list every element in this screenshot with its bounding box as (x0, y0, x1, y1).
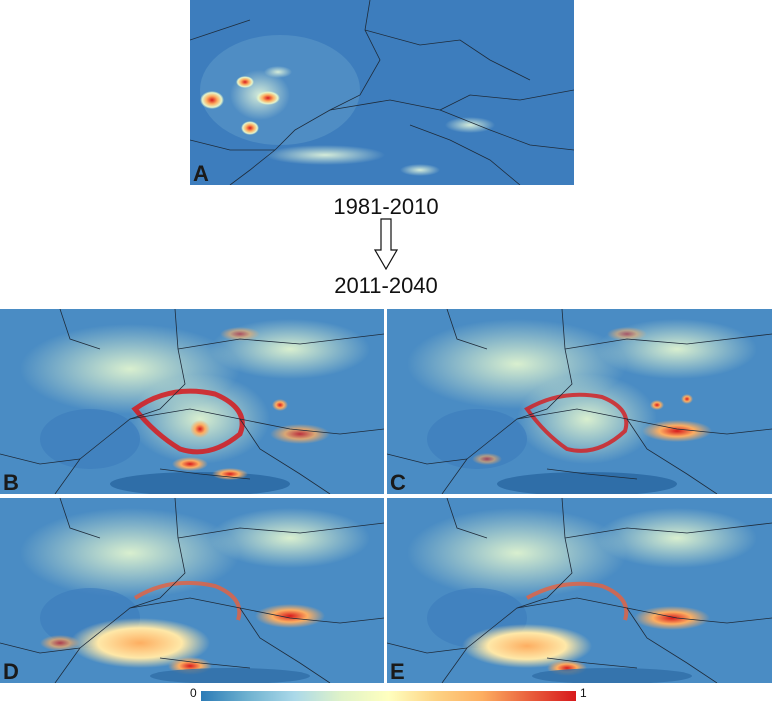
map-c-image (387, 309, 772, 494)
colorbar (201, 691, 576, 701)
map-e-image (387, 498, 772, 683)
colorbar-min-label: 0 (190, 686, 197, 700)
period-to-label: 2011-2040 (334, 273, 438, 298)
panel-label-a: A (193, 161, 209, 185)
map-panel-b: B (0, 309, 384, 494)
arrow-down-icon (374, 218, 398, 270)
map-panel-a: A (190, 0, 574, 185)
map-panel-d: D (0, 498, 384, 683)
map-a-image (190, 0, 574, 185)
period-from-label: 1981-2010 (333, 194, 439, 219)
panel-label-d: D (3, 659, 19, 683)
map-b-image (0, 309, 384, 494)
panel-label-b: B (3, 470, 19, 494)
colorbar-max-label: 1 (580, 686, 587, 700)
map-d-image (0, 498, 384, 683)
map-panel-e: E (387, 498, 772, 683)
map-panel-c: C (387, 309, 772, 494)
panel-label-e: E (390, 659, 405, 683)
panel-label-c: C (390, 470, 406, 494)
